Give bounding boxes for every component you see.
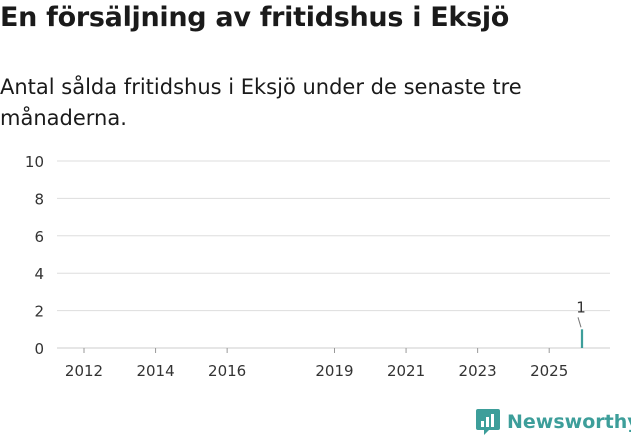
bars [580,329,584,348]
y-tick-label: 4 [34,265,44,283]
newsworthy-logo[interactable]: Newsworthy [475,408,631,436]
newsworthy-logo-icon [476,409,500,435]
x-tick-label: 2016 [208,362,246,380]
y-tick-label: 0 [34,340,44,358]
x-tick-label: 2023 [459,362,497,380]
y-tick-label: 10 [25,153,44,171]
x-tick-label: 2012 [65,362,103,380]
chart-title: En försäljning av fritidshus i Eksjö [0,2,510,33]
y-tick-label: 6 [34,228,44,246]
gridlines [57,160,610,349]
x-tick-label: 2019 [315,362,353,380]
x-axis-ticks: 2012 2014 2016 2019 2021 2023 2025 [65,348,568,380]
x-tick-label: 2021 [387,362,425,380]
newsworthy-logo-text: Newsworthy [507,411,631,433]
data-label-leader [577,317,582,328]
annotations: 1 [576,298,586,328]
x-tick-label: 2025 [530,362,568,380]
y-tick-label: 8 [34,190,44,208]
chart-subtitle: Antal sålda fritidshus i Eksjö under de … [0,75,522,130]
y-axis-ticks: 0 2 4 6 8 10 [25,153,44,358]
y-tick-label: 2 [34,303,44,321]
bar [580,329,584,348]
x-tick-label: 2014 [136,362,174,380]
data-label: 1 [576,298,586,316]
